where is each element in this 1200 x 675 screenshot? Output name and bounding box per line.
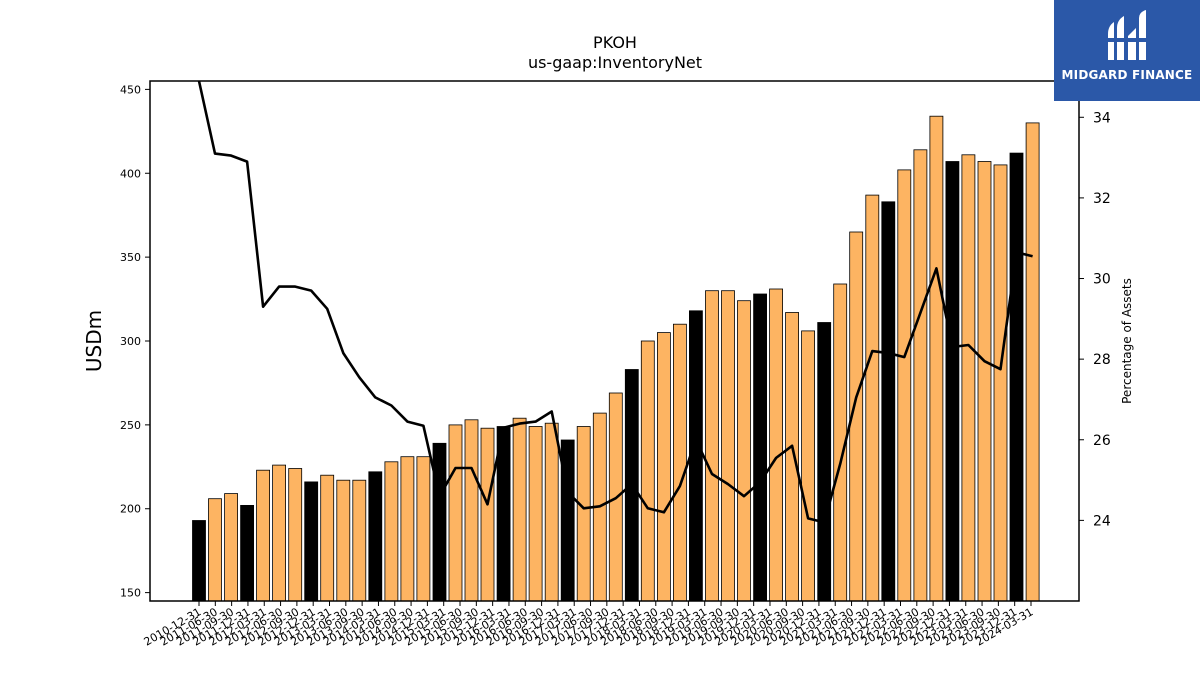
y-axis-right-label: Percentage of Assets: [1120, 278, 1134, 404]
y-tick-label: 250: [120, 419, 141, 432]
bar: [384, 461, 399, 602]
bar: [320, 474, 335, 602]
y-right-tick-label: 30: [1093, 272, 1111, 288]
y-right-tick-label: 26: [1093, 433, 1111, 449]
bar: [416, 456, 431, 602]
bar: [304, 481, 319, 602]
y-tick-label: 150: [120, 587, 141, 600]
chart-subtitle: us-gaap:InventoryNet: [528, 53, 702, 72]
bar: [945, 161, 960, 602]
chart-title: PKOH: [593, 33, 637, 52]
logo-text: MIDGARD FINANCE: [1061, 68, 1193, 82]
y-tick-label: 400: [120, 167, 141, 180]
bar: [336, 479, 351, 602]
bar: [1025, 122, 1040, 602]
bar-series: [192, 115, 1040, 602]
bar: [961, 154, 976, 602]
bar: [368, 471, 383, 602]
bar: [256, 469, 271, 602]
bar: [865, 194, 880, 602]
bar: [673, 323, 687, 602]
y-right-tick-label: 32: [1093, 191, 1111, 207]
right-axis-ticks: 24 26 28 30 32 34: [1079, 110, 1111, 529]
percentage-line: [197, 80, 1033, 524]
bar: [640, 340, 655, 602]
bar: [512, 417, 527, 602]
bar: [881, 201, 896, 602]
x-axis-ticks: 2010-12-312011-06-302011-09-302011-12-31…: [142, 601, 1036, 649]
logo-mark-icon: [1106, 10, 1148, 60]
bar: [817, 322, 832, 602]
y-tick-label: 300: [120, 335, 141, 348]
bar: [993, 164, 1008, 602]
bar: [721, 290, 735, 602]
y-right-tick-label: 24: [1093, 513, 1111, 529]
y-axis-label: USDm: [82, 310, 106, 372]
bar: [977, 161, 992, 602]
bar: [240, 504, 255, 602]
bar: [737, 300, 751, 602]
bar: [480, 427, 495, 602]
bar: [288, 468, 303, 602]
y-tick-label: 450: [120, 83, 141, 96]
bar: [352, 479, 367, 602]
bar: [192, 520, 206, 602]
y-tick-label: 200: [120, 503, 141, 516]
bar: [528, 426, 543, 602]
midgard-finance-logo: MIDGARD FINANCE: [1054, 0, 1200, 101]
bar: [464, 419, 479, 602]
bar: [753, 293, 767, 602]
bar: [801, 330, 815, 602]
bar: [400, 456, 415, 602]
bar: [785, 312, 799, 602]
y-tick-label: 350: [120, 251, 141, 264]
y-right-tick-label: 28: [1093, 352, 1111, 368]
bar: [657, 332, 671, 602]
bar: [544, 422, 559, 602]
bar: [432, 442, 447, 602]
bar: [1009, 152, 1024, 602]
bar: [705, 290, 719, 602]
bar: [929, 115, 944, 602]
y-right-tick-label: 34: [1093, 110, 1111, 126]
bar: [448, 424, 463, 602]
bar: [897, 169, 912, 602]
left-axis-ticks: 150 200 250 300 350 400 450: [120, 83, 150, 600]
bar: [913, 149, 928, 602]
bar: [769, 288, 783, 602]
bar: [208, 498, 222, 602]
bar: [272, 464, 287, 602]
bar: [224, 493, 239, 602]
bar: [576, 426, 591, 602]
